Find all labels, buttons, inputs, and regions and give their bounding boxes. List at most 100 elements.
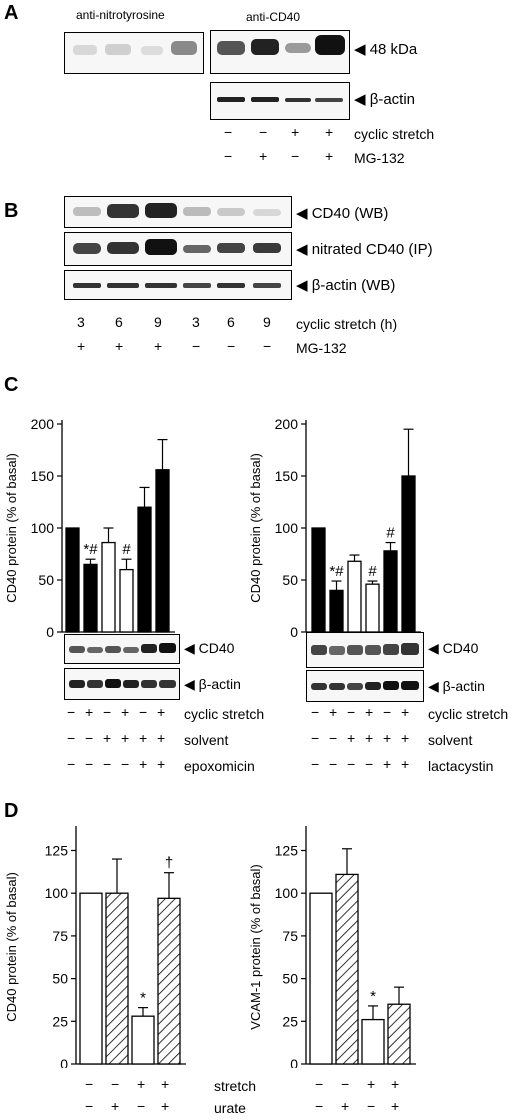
- y-tick-label: 150: [31, 468, 55, 484]
- cl-epox-sign-6: +: [157, 756, 166, 772]
- d-urate-sign-7: −: [367, 1098, 376, 1114]
- actin-blot-a: [210, 82, 350, 120]
- cd40-bands-a: [217, 35, 345, 55]
- d-stretch-label: stretch: [214, 1078, 257, 1094]
- panel-a-letter: A: [4, 2, 19, 24]
- significance-mark: *: [140, 990, 146, 1007]
- a-mg132-sign-1: −: [224, 148, 233, 164]
- chart-d-left: 0 25 50 75 100 125 CD40 protein (% of basal) * †: [4, 826, 186, 1068]
- c-left-cd40-blot: [64, 634, 180, 664]
- d-stretch-sign-4: +: [161, 1076, 170, 1092]
- cl-epox-sign-2: −: [85, 756, 94, 772]
- panel-a-mg132-row: − + − +: [0, 148, 520, 168]
- b-hour-2: 6: [115, 314, 123, 330]
- a-stretch-sign-2: −: [259, 124, 268, 140]
- cl-stretch-sign-6: +: [157, 704, 166, 720]
- c-left-solvent-row: − − + + + +: [0, 730, 260, 750]
- bar: [387, 1003, 411, 1065]
- bar: [119, 568, 134, 633]
- cr-solvent-sign-6: +: [401, 730, 410, 746]
- bar: [83, 563, 98, 633]
- d-urate-label: urate: [214, 1100, 246, 1116]
- b-mg132-sign-6: −: [263, 338, 272, 354]
- bar: [79, 892, 103, 1065]
- c-right-actin-label: ◀ β-actin: [428, 678, 485, 694]
- y-tick-label: 125: [275, 842, 299, 858]
- y-tick-label: 100: [45, 885, 69, 901]
- cr-solvent-sign-4: +: [365, 730, 374, 746]
- cr-stretch-sign-6: +: [401, 704, 410, 720]
- bar: [383, 550, 398, 633]
- b-mg132-sign-1: +: [77, 338, 86, 354]
- a-mg132-sign-4: +: [325, 148, 334, 164]
- actin-bands-a: [217, 97, 343, 102]
- d-stretch-sign-6: −: [341, 1076, 350, 1092]
- b-mg132-sign-2: +: [115, 338, 124, 354]
- a-mg132-sign-3: −: [291, 148, 300, 164]
- bar: [157, 897, 181, 1065]
- c-left-epoxomicin-label: epoxomicin: [184, 758, 255, 774]
- cl-solvent-sign-6: +: [157, 730, 166, 746]
- c-left-actin-bands: [69, 679, 176, 688]
- y-tick-label: 150: [275, 468, 299, 484]
- cl-solvent-sign-4: +: [121, 730, 130, 746]
- c-left-stretch-row: − + − + − +: [0, 704, 260, 724]
- a-stretch-sign-1: −: [224, 124, 233, 140]
- nitrotyrosine-blot: [64, 32, 204, 74]
- y-tick-label: 100: [275, 885, 299, 901]
- y-tick-label: 50: [38, 572, 54, 588]
- cd40-wb-label: ◀ CD40 (WB): [296, 205, 389, 222]
- cr-stretch-sign-5: −: [383, 704, 392, 720]
- cd40-wb-bands: [73, 203, 281, 218]
- band-48kda-label: ◀ 48 kDa: [354, 41, 418, 58]
- c-right-stretch-label: cyclic stretch: [428, 706, 509, 722]
- significance-mark: *: [370, 988, 376, 1005]
- y-tick-label: 0: [290, 624, 298, 640]
- cr-stretch-sign-3: −: [347, 704, 356, 720]
- significance-mark: #: [122, 541, 131, 558]
- nitrated-cd40-bands: [73, 239, 281, 255]
- d-urate-sign-4: +: [161, 1098, 170, 1114]
- c-right-cd40-label: ◀ CD40: [428, 640, 479, 656]
- actin-wb-label-b: ◀ β-actin (WB): [296, 277, 396, 294]
- panel-d-letter: D: [4, 800, 19, 822]
- c-left-epoxomicin-row: − − − − + +: [0, 756, 260, 776]
- actin-label-a: ◀ β-actin: [354, 91, 416, 108]
- c-left-actin-blot: [64, 668, 180, 700]
- cl-stretch-sign-4: +: [121, 704, 130, 720]
- d-stretch-sign-7: +: [367, 1076, 376, 1092]
- cl-solvent-sign-1: −: [67, 730, 76, 746]
- d-urate-sign-1: −: [85, 1098, 94, 1114]
- y-tick-label: 50: [52, 971, 68, 987]
- actin-wb-blot-b: [64, 270, 292, 300]
- c-left-actin-label: ◀ β-actin: [184, 676, 241, 692]
- panel-a-stretch-label: cyclic stretch: [354, 126, 435, 142]
- y-tick-label: 0: [46, 624, 54, 640]
- d-stretch-sign-3: +: [137, 1076, 146, 1092]
- c-right-solvent-row: − − + + + +: [0, 730, 520, 750]
- bar: [365, 583, 380, 633]
- actin-wb-bands-b: [73, 283, 281, 288]
- bar: [361, 1018, 385, 1065]
- cl-epox-sign-3: −: [103, 756, 112, 772]
- cl-stretch-sign-5: −: [139, 704, 148, 720]
- y-tick-label: 75: [52, 928, 68, 944]
- y-tick-label: 25: [52, 1013, 68, 1029]
- a-stretch-sign-4: +: [325, 124, 334, 140]
- chart-c-left: 0 50 100 150 200 CD40 protein (% of basal) *# #: [4, 416, 175, 640]
- cl-epox-sign-4: −: [121, 756, 130, 772]
- significance-mark: #: [368, 563, 377, 580]
- y-tick-label: 50: [282, 971, 298, 987]
- b-mg132-sign-5: −: [227, 338, 236, 354]
- cr-solvent-sign-2: −: [329, 730, 338, 746]
- c-right-stretch-row: − + − + − +: [0, 704, 520, 724]
- cr-solvent-sign-5: +: [383, 730, 392, 746]
- bar: [311, 527, 326, 633]
- c-right-solvent-label: solvent: [428, 732, 473, 748]
- bar: [329, 589, 344, 633]
- y-tick-label: 25: [282, 1013, 298, 1029]
- chart-c-right: 0 50 100 150 200 CD40 protein (% of basal) *# #…: [248, 416, 421, 640]
- y-axis-label: CD40 protein (% of basal): [4, 872, 19, 1022]
- y-axis-label: VCAM-1 protein (% of basal): [248, 864, 263, 1029]
- c-right-actin-blot: [306, 670, 424, 702]
